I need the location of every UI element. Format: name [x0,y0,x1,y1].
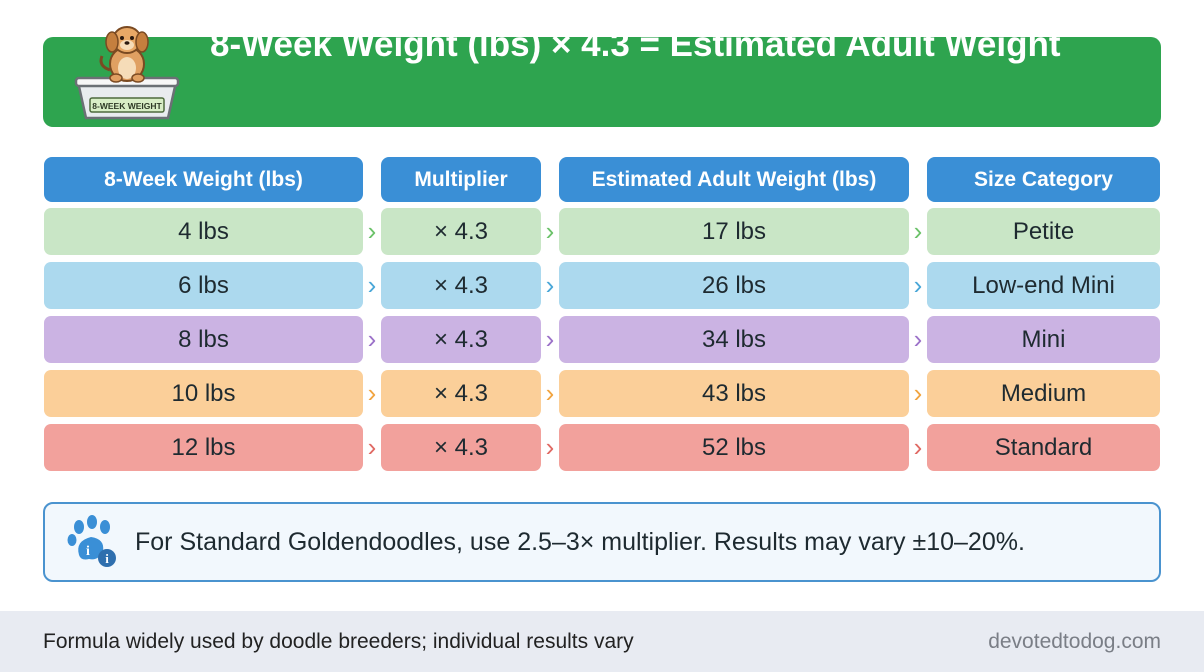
chevron-right-icon: › [545,324,555,354]
chevron-right-icon: › [545,432,555,462]
cell-weight-row-1: 4 lbs [44,208,363,255]
chevron-right-icon: › [545,270,555,300]
cell-multiplier-row-2: × 4.3 [381,262,541,309]
cell-multiplier-row-4: × 4.3 [381,370,541,417]
cell-adult-weight-row-5: 52 lbs [559,424,909,471]
chevron-right-icon: › [913,270,923,300]
footer-caption: Formula widely used by doodle breeders; … [43,630,634,653]
chevron-right-icon: › [913,216,923,246]
chevron-right-icon: › [367,270,377,300]
chevron-right-icon: › [545,216,555,246]
cell-weight-row-5: 12 lbs [44,424,363,471]
page-title: 8-Week Weight (lbs) × 4.3 = Estimated Ad… [210,25,1061,64]
cell-weight-row-4: 10 lbs [44,370,363,417]
cell-adult-weight-row-4: 43 lbs [559,370,909,417]
footer-site-link[interactable]: devotedtodog.com [988,630,1161,653]
header-estimated-adult-weight: Estimated Adult Weight (lbs) [559,157,909,202]
chevron-right-icon: › [367,378,377,408]
chevron-right-icon: › [913,432,923,462]
chevron-right-icon: › [367,432,377,462]
cell-adult-weight-row-2: 26 lbs [559,262,909,309]
cell-adult-weight-row-1: 17 lbs [559,208,909,255]
cell-multiplier-row-3: × 4.3 [381,316,541,363]
cell-multiplier-row-1: × 4.3 [381,208,541,255]
cell-weight-row-3: 8 lbs [44,316,363,363]
svg-text:i: i [86,544,90,559]
svg-text:i: i [105,551,109,566]
cell-category-row-5: Standard [927,424,1160,471]
cell-weight-row-2: 6 lbs [44,262,363,309]
note-text: For Standard Goldendoodles, use 2.5–3× m… [135,528,1025,556]
cell-category-row-3: Mini [927,316,1160,363]
chevron-right-icon: › [367,324,377,354]
header-8-week-weight: 8-Week Weight (lbs) [44,157,363,202]
title-banner [43,37,1161,127]
paw-info-icon: i i [67,515,116,567]
cell-adult-weight-row-3: 34 lbs [559,316,909,363]
chevron-right-icon: › [545,378,555,408]
header-size-category: Size Category [927,157,1160,202]
chevron-right-icon: › [913,378,923,408]
header-multiplier: Multiplier [381,157,541,202]
puppy-on-scale-icon: 8-WEEK WEIGHT [74,26,180,120]
chevron-right-icon: › [913,324,923,354]
cell-multiplier-row-5: × 4.3 [381,424,541,471]
footer: Formula widely used by doodle breeders; … [0,611,1204,672]
cell-category-row-2: Low-end Mini [927,262,1160,309]
scale-label: 8-WEEK WEIGHT [92,101,162,111]
cell-category-row-1: Petite [927,208,1160,255]
chevron-right-icon: › [367,216,377,246]
info-note: i i For Standard Goldendoodles, use 2.5–… [43,502,1161,582]
cell-category-row-4: Medium [927,370,1160,417]
